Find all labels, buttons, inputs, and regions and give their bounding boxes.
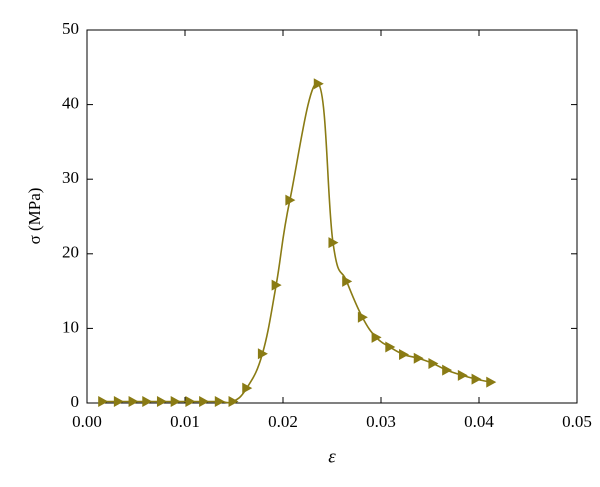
plot-frame xyxy=(86,29,578,404)
marker xyxy=(185,396,196,408)
x-tick-label: 0.05 xyxy=(562,412,592,431)
marker xyxy=(399,349,410,361)
marker xyxy=(199,396,210,408)
marker xyxy=(471,373,482,385)
marker xyxy=(385,341,396,353)
y-tick-label: 10 xyxy=(62,317,79,336)
marker xyxy=(371,331,382,343)
marker xyxy=(242,382,253,394)
y-tick-label: 40 xyxy=(62,94,79,113)
x-tick-label: 0.03 xyxy=(366,412,396,431)
marker xyxy=(413,352,424,364)
marker xyxy=(170,396,181,408)
y-tick-label: 30 xyxy=(62,168,79,187)
marker xyxy=(428,357,439,369)
x-tick-label: 0.01 xyxy=(170,412,200,431)
x-axis-label: ε xyxy=(328,446,336,467)
marker xyxy=(228,396,239,408)
marker xyxy=(257,348,268,360)
y-tick-label: 0 xyxy=(71,392,80,411)
marker xyxy=(486,376,497,388)
y-tick-label: 50 xyxy=(62,19,79,38)
x-tick-label: 0.00 xyxy=(72,412,102,431)
marker xyxy=(142,396,153,408)
marker xyxy=(328,237,339,249)
marker xyxy=(156,396,167,408)
marker xyxy=(442,364,453,376)
marker xyxy=(285,194,296,206)
y-axis-label: σ (MPa) xyxy=(25,188,44,245)
marker xyxy=(342,275,353,287)
marker xyxy=(271,279,282,291)
x-tick-label: 0.04 xyxy=(464,412,494,431)
marker xyxy=(113,396,124,408)
marker xyxy=(128,396,139,408)
x-tick-label: 0.02 xyxy=(268,412,298,431)
marker xyxy=(357,311,368,323)
y-tick-label: 20 xyxy=(62,243,79,262)
marker xyxy=(214,396,225,408)
line xyxy=(102,82,491,404)
marker xyxy=(313,78,324,90)
marker xyxy=(98,396,109,408)
marker xyxy=(457,369,468,381)
